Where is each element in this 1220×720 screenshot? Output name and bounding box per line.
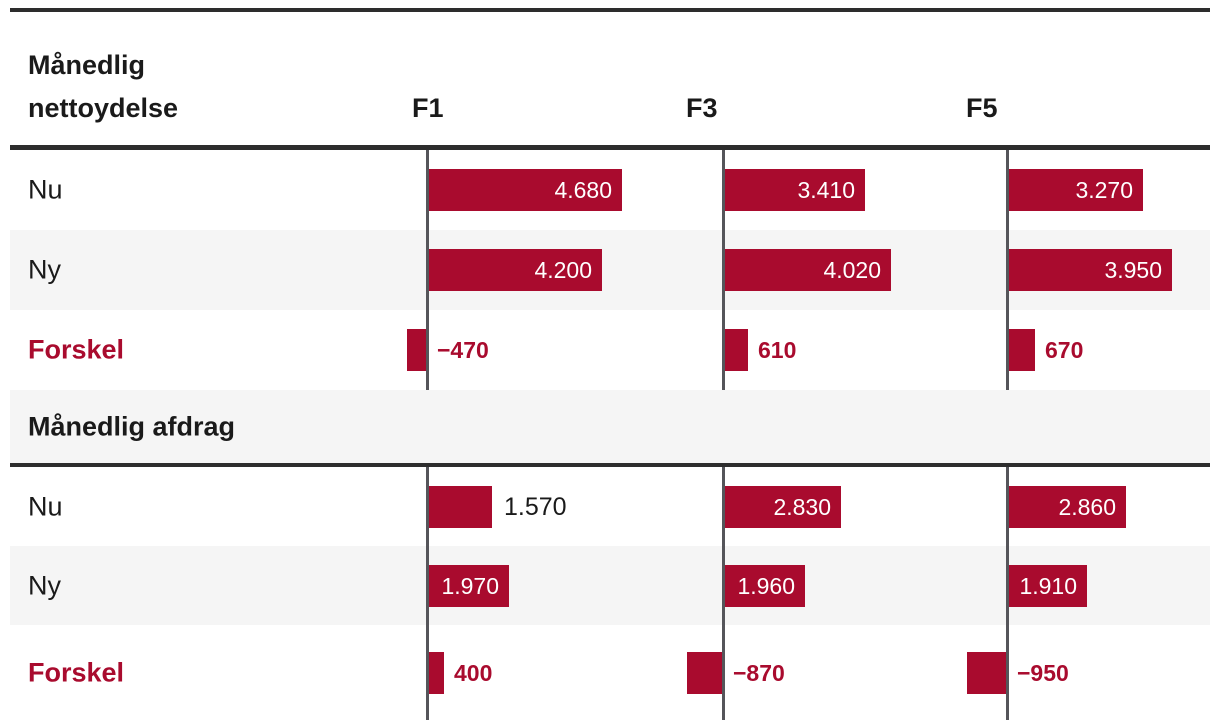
bar-value-label-ny-f3: 4.020 <box>823 257 881 283</box>
bar-value-label-ny-f1: 4.200 <box>534 257 592 283</box>
bar-value-label-ny-f5: 3.950 <box>1104 257 1162 283</box>
table-row-forskel-0: Forskel <box>10 310 1210 390</box>
bar-forskel-f3 <box>687 651 723 694</box>
row-label-forskel: Forskel <box>28 657 125 687</box>
bar-forskel-f5 <box>1007 329 1035 371</box>
bar-ny-f1: 1.970 <box>427 564 509 607</box>
bar-value-label-ny-f5: 1.910 <box>1019 572 1077 599</box>
section-rule <box>10 463 1210 467</box>
bar-nu-f1: 4.680 <box>427 169 622 211</box>
bar-nu-f1 <box>427 485 492 528</box>
bar-value-label-forskel-f3: 610 <box>758 337 797 363</box>
bar-ny-f1: 4.200 <box>427 249 602 291</box>
bar-value-label-nu-f3: 3.410 <box>797 177 855 203</box>
bar-value-label-nu-f5: 3.270 <box>1075 177 1133 203</box>
table-row-nu-1: Nu <box>10 467 1210 546</box>
bar-nu-f5: 2.860 <box>1007 485 1126 528</box>
bar-ny-f3: 4.020 <box>723 249 891 291</box>
bar-value-label-nu-f1: 1.570 <box>504 492 567 521</box>
row-label-forskel: Forskel <box>28 334 125 365</box>
axis-line-f3-s1 <box>722 467 725 720</box>
row-label-ny: Ny <box>28 254 61 285</box>
header-rule <box>10 145 1210 150</box>
bar-value-label-nu-f5: 2.860 <box>1058 493 1116 520</box>
section-band-afdrag: Månedlig afdrag <box>10 390 1210 463</box>
table-row-forskel-1: Forskel <box>10 625 1210 720</box>
axis-line-f3-s0 <box>722 150 725 390</box>
bar-ny-f5: 3.950 <box>1007 249 1172 291</box>
bar-value-label-forskel-f1: −470 <box>437 337 489 363</box>
row-label-ny: Ny <box>28 570 61 600</box>
column-header-f5: F5 <box>966 93 998 123</box>
bar-forskel-f3 <box>723 329 748 371</box>
column-header-f3: F3 <box>686 93 718 123</box>
table-row-nu-0: Nu <box>10 150 1210 230</box>
bar-value-label-forskel-f3: −870 <box>733 659 785 686</box>
bar-value-label-forskel-f5: −950 <box>1017 659 1069 686</box>
bar-value-label-nu-f1: 4.680 <box>554 177 612 203</box>
bar-nu-f3: 3.410 <box>723 169 865 211</box>
bar-value-label-ny-f1: 1.970 <box>441 572 499 599</box>
bar-ny-f3: 1.960 <box>723 564 805 607</box>
row-label-nu: Nu <box>28 174 63 205</box>
bar-forskel-f1 <box>427 651 444 694</box>
axis-line-f5-s1 <box>1006 467 1009 720</box>
bar-value-label-forskel-f1: 400 <box>454 659 493 686</box>
bar-forskel-f5 <box>967 651 1007 694</box>
top-rule <box>10 8 1210 12</box>
bar-forskel-f1 <box>407 329 427 371</box>
bar-nu-f3: 2.830 <box>723 485 841 528</box>
row-label-nu: Nu <box>28 491 63 521</box>
axis-line-f1-s0 <box>426 150 429 390</box>
bar-value-label-ny-f3: 1.960 <box>737 572 795 599</box>
bar-value-label-nu-f3: 2.830 <box>773 493 831 520</box>
table-title: Månedlig nettoydelse <box>28 50 179 123</box>
section-title-afdrag: Månedlig afdrag <box>28 411 236 441</box>
axis-line-f1-s1 <box>426 467 429 720</box>
column-header-f1: F1 <box>412 93 444 123</box>
bar-value-label-forskel-f5: 670 <box>1045 337 1084 363</box>
axis-line-f5-s0 <box>1006 150 1009 390</box>
bar-nu-f5: 3.270 <box>1007 169 1143 211</box>
bar-ny-f5: 1.910 <box>1007 564 1087 607</box>
